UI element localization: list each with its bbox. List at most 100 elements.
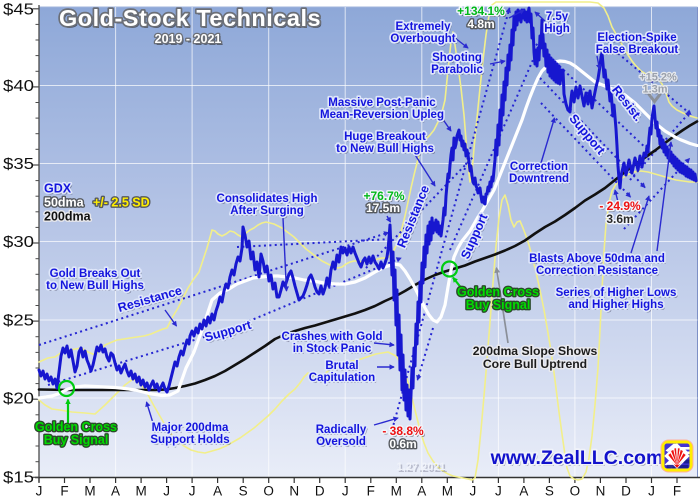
- svg-text:+76.7%: +76.7%: [363, 189, 404, 203]
- svg-text:M: M: [84, 484, 95, 499]
- svg-text:to New Bull Highs: to New Bull Highs: [338, 145, 436, 157]
- svg-text:Blasts Above 50dma and: Blasts Above 50dma and: [531, 255, 667, 267]
- svg-text:D: D: [315, 484, 325, 499]
- svg-text:Major 200dma: Major 200dma: [152, 422, 229, 434]
- svg-text:Mean-Reversion Upleg: Mean-Reversion Upleg: [320, 109, 444, 121]
- svg-text:Series of Higher Lows: Series of Higher Lows: [557, 289, 678, 301]
- svg-text:Gold-Stock Technicals: Gold-Stock Technicals: [59, 5, 321, 31]
- svg-text:F: F: [673, 484, 681, 499]
- svg-text:False Breakout: False Breakout: [596, 44, 679, 56]
- svg-text:www.ZealLLC.com: www.ZealLLC.com: [490, 447, 664, 469]
- svg-text:Series of Higher Lows: Series of Higher Lows: [556, 287, 677, 299]
- svg-text:Oversold: Oversold: [318, 438, 368, 450]
- svg-text:Huge Breakout: Huge Breakout: [344, 131, 426, 143]
- svg-text:J: J: [342, 484, 349, 499]
- svg-text:1.27.2021: 1.27.2021: [398, 463, 447, 475]
- svg-text:A: A: [519, 484, 528, 499]
- svg-text:0.6m: 0.6m: [389, 437, 416, 451]
- svg-text:Gold Breaks Out: Gold Breaks Out: [51, 270, 142, 282]
- svg-text:M: M: [391, 484, 402, 499]
- svg-text:Core Bull Uptrend: Core Bull Uptrend: [483, 357, 587, 371]
- svg-text:Correction Resistance: Correction Resistance: [536, 265, 658, 277]
- svg-text:4.8m: 4.8m: [467, 17, 494, 31]
- svg-text:M: M: [442, 484, 453, 499]
- svg-text:S: S: [239, 484, 248, 499]
- svg-text:in Stock Panic: in Stock Panic: [294, 345, 373, 357]
- svg-text:J: J: [469, 484, 476, 499]
- svg-text:Downtrend: Downtrend: [509, 173, 569, 185]
- svg-text:$20: $20: [3, 391, 34, 408]
- svg-text:7.5y: 7.5y: [547, 13, 570, 25]
- svg-text:Blasts Above 50dma and: Blasts Above 50dma and: [529, 253, 665, 265]
- svg-text:Golden Cross: Golden Cross: [35, 420, 117, 434]
- svg-text:Consolidates High: Consolidates High: [218, 195, 319, 207]
- svg-text:- 38.8%: - 38.8%: [384, 426, 426, 440]
- svg-text:S: S: [545, 484, 554, 499]
- svg-text:+134.1%: +134.1%: [459, 6, 507, 20]
- svg-text:+15.2%: +15.2%: [639, 72, 677, 84]
- svg-text:After Surging: After Surging: [232, 207, 305, 219]
- svg-text:+/- 2.5 SD: +/- 2.5 SD: [93, 196, 150, 210]
- svg-text:Overbought: Overbought: [390, 33, 455, 45]
- svg-text:www.ZealLLC.com: www.ZealLLC.com: [491, 449, 665, 471]
- svg-text:Gold-Stock Technicals: Gold-Stock Technicals: [61, 7, 323, 33]
- svg-text:Parabolic: Parabolic: [431, 64, 483, 76]
- svg-text:$30: $30: [3, 234, 34, 251]
- svg-text:Correction Resistance: Correction Resistance: [538, 267, 660, 279]
- svg-text:Crashes with Gold: Crashes with Gold: [282, 331, 383, 343]
- svg-text:+76.7%: +76.7%: [365, 191, 406, 205]
- svg-text:N: N: [289, 484, 299, 499]
- svg-text:A: A: [111, 484, 120, 499]
- svg-text:$45: $45: [3, 2, 34, 19]
- svg-text:Extremely: Extremely: [396, 21, 452, 33]
- svg-text:Massive Post-Panic: Massive Post-Panic: [328, 97, 436, 109]
- svg-text:Gold Breaks Out: Gold Breaks Out: [50, 268, 141, 280]
- svg-text:200dma: 200dma: [44, 210, 92, 224]
- svg-text:Support Holds: Support Holds: [150, 434, 229, 446]
- svg-text:+15.2%: +15.2%: [641, 73, 679, 85]
- svg-text:Radically: Radically: [317, 426, 368, 438]
- svg-text:Huge Breakout: Huge Breakout: [346, 133, 428, 145]
- svg-text:Extremely: Extremely: [397, 23, 453, 35]
- svg-text:Brutal: Brutal: [327, 362, 360, 374]
- svg-text:J: J: [163, 484, 170, 499]
- svg-text:Shooting: Shooting: [434, 54, 484, 66]
- svg-text:Correction: Correction: [510, 161, 568, 173]
- svg-text:Correction: Correction: [512, 163, 570, 175]
- svg-text:False Breakout: False Breakout: [597, 46, 680, 58]
- svg-text:GDX: GDX: [46, 183, 74, 197]
- svg-text:N: N: [596, 484, 606, 499]
- svg-text:High: High: [544, 23, 570, 35]
- svg-text:O: O: [570, 484, 581, 499]
- svg-text:200dma Slope Shows: 200dma Slope Shows: [473, 344, 598, 358]
- svg-text:and Higher Highs: and Higher Highs: [570, 301, 665, 313]
- svg-text:Oversold: Oversold: [316, 436, 366, 448]
- svg-text:Radically: Radically: [316, 424, 367, 436]
- svg-text:Parabolic: Parabolic: [433, 66, 485, 78]
- svg-text:Capitulation: Capitulation: [309, 372, 375, 384]
- svg-text:in Stock Panic: in Stock Panic: [293, 343, 372, 355]
- svg-text:- 38.8%: - 38.8%: [382, 424, 424, 438]
- svg-text:M: M: [135, 484, 146, 499]
- svg-text:to New Bull Highs: to New Bull Highs: [48, 282, 146, 294]
- svg-text:2019 - 2021: 2019 - 2021: [156, 34, 223, 48]
- svg-text:3.6m: 3.6m: [606, 212, 633, 226]
- svg-text:+134.1%: +134.1%: [457, 4, 505, 18]
- svg-text:Election-Spike: Election-Spike: [599, 34, 678, 46]
- svg-text:After Surging: After Surging: [230, 205, 303, 217]
- svg-text:Crashes with Gold: Crashes with Gold: [283, 333, 384, 345]
- svg-text:7.5y: 7.5y: [546, 11, 569, 23]
- svg-text:Mean-Reversion Upleg: Mean-Reversion Upleg: [322, 111, 446, 123]
- svg-text:to New Bull Highs: to New Bull Highs: [336, 143, 434, 155]
- svg-text:Election-Spike: Election-Spike: [597, 32, 676, 44]
- svg-text:O: O: [263, 484, 274, 499]
- svg-text:J: J: [36, 484, 43, 499]
- svg-text:Massive Post-Panic: Massive Post-Panic: [330, 99, 438, 111]
- svg-text:to New Bull Highs: to New Bull Highs: [46, 280, 144, 292]
- svg-text:1.27.2021: 1.27.2021: [397, 461, 446, 473]
- svg-text:17.5m: 17.5m: [366, 201, 400, 215]
- svg-text:50dma: 50dma: [44, 196, 85, 210]
- svg-text:D: D: [621, 484, 631, 499]
- svg-text:Golden Cross: Golden Cross: [457, 285, 539, 299]
- svg-text:Overbought: Overbought: [392, 35, 457, 47]
